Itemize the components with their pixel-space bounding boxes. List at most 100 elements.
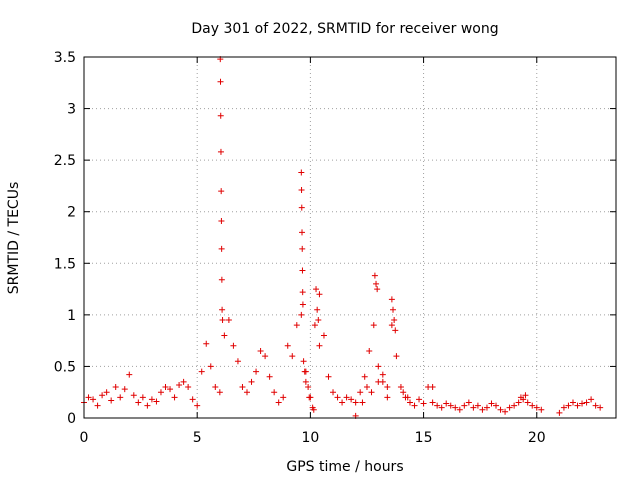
data-point	[470, 404, 477, 411]
data-point	[298, 169, 305, 176]
data-point	[217, 148, 224, 155]
data-point	[216, 389, 223, 396]
data-point	[588, 396, 595, 403]
data-point	[85, 394, 92, 401]
data-point	[574, 402, 581, 409]
data-point	[167, 386, 174, 393]
data-point	[316, 291, 323, 298]
data-point	[280, 394, 287, 401]
data-point	[157, 389, 164, 396]
data-point	[262, 353, 269, 360]
data-point	[390, 306, 397, 313]
data-point	[330, 389, 337, 396]
data-point	[348, 396, 355, 403]
data-point	[311, 322, 318, 329]
data-point	[497, 406, 504, 413]
data-point	[366, 347, 373, 354]
data-point	[461, 402, 468, 409]
data-point	[438, 404, 445, 411]
data-point	[392, 327, 399, 334]
data-point	[275, 399, 282, 406]
data-point	[219, 317, 226, 324]
data-point	[219, 306, 226, 313]
y-tick-label: 3.5	[54, 50, 76, 66]
data-point	[474, 402, 481, 409]
data-point	[388, 322, 395, 329]
data-point	[368, 389, 375, 396]
data-point	[361, 373, 368, 380]
data-point	[493, 402, 500, 409]
grid-lines	[84, 57, 616, 418]
data-point	[153, 398, 160, 405]
x-axis-label: GPS time / hours	[286, 459, 403, 475]
data-point	[302, 378, 309, 385]
data-point	[148, 396, 155, 403]
data-point	[597, 404, 604, 411]
data-point	[393, 353, 400, 360]
data-point	[298, 311, 305, 318]
data-point	[218, 188, 225, 195]
data-point	[217, 78, 224, 85]
data-point	[305, 384, 312, 391]
data-point	[370, 322, 377, 329]
data-point	[293, 322, 300, 329]
data-point	[135, 399, 142, 406]
data-point	[218, 276, 225, 283]
data-point	[266, 373, 273, 380]
data-point	[189, 396, 196, 403]
data-point	[112, 384, 119, 391]
data-point	[299, 245, 306, 252]
data-point	[218, 217, 225, 224]
data-point	[452, 404, 459, 411]
x-tick-label: 5	[193, 430, 202, 446]
data-point	[579, 400, 586, 407]
data-point	[299, 229, 306, 236]
plot-frame	[83, 56, 617, 419]
data-point	[299, 267, 306, 274]
data-point	[313, 286, 320, 293]
data-point	[198, 368, 205, 375]
data-point	[529, 402, 536, 409]
data-point	[517, 394, 524, 401]
data-point	[565, 402, 572, 409]
data-point	[524, 399, 531, 406]
data-point	[456, 406, 463, 413]
data-point	[379, 371, 386, 378]
data-point	[352, 399, 359, 406]
data-point	[325, 373, 332, 380]
data-point	[194, 402, 201, 409]
data-point	[298, 204, 305, 211]
data-point	[506, 404, 513, 411]
y-tick-label: 0.5	[54, 359, 76, 375]
data-point	[176, 381, 183, 388]
y-tick-label: 2	[67, 205, 76, 221]
data-point	[583, 399, 590, 406]
data-point	[108, 397, 115, 404]
x-tick-label: 20	[528, 430, 546, 446]
y-tick-label: 0	[67, 411, 76, 427]
data-point	[299, 289, 306, 296]
data-point	[162, 384, 169, 391]
data-point	[239, 384, 246, 391]
data-point	[271, 389, 278, 396]
data-point	[502, 408, 509, 415]
data-point	[171, 394, 178, 401]
data-point	[371, 272, 378, 279]
data-point	[298, 187, 305, 194]
data-point	[391, 317, 398, 324]
data-point	[465, 399, 472, 406]
data-point	[339, 399, 346, 406]
data-point	[560, 404, 567, 411]
data-point	[144, 402, 151, 409]
data-point	[556, 409, 563, 416]
data-point	[310, 406, 317, 413]
data-point	[434, 402, 441, 409]
data-point	[180, 378, 187, 385]
data-point	[306, 394, 313, 401]
data-point	[257, 347, 264, 354]
data-point	[316, 342, 323, 349]
data-point	[375, 378, 382, 385]
data-point	[126, 371, 133, 378]
